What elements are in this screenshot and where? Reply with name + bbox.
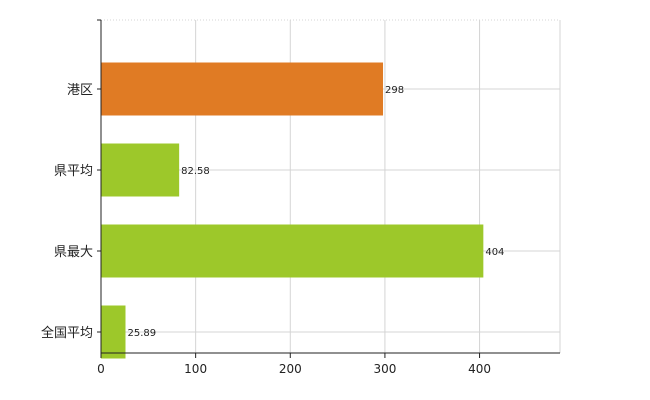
category-label-0: 港区 xyxy=(67,83,93,98)
x-tick-label-0: 0 xyxy=(97,362,105,376)
data-label-1: 82.58 xyxy=(181,166,210,177)
bars xyxy=(101,62,484,359)
x-tick-label-300: 300 xyxy=(373,362,396,376)
x-tick-label-200: 200 xyxy=(279,362,302,376)
bar-0 xyxy=(101,62,384,116)
data-label-2: 404 xyxy=(485,247,504,258)
category-label-3: 全国平均 xyxy=(41,325,93,341)
data-label-3: 25.89 xyxy=(128,328,157,339)
data-label-0: 298 xyxy=(385,85,404,96)
bar-3 xyxy=(101,305,126,359)
x-tick-label-100: 100 xyxy=(184,362,207,376)
axes xyxy=(97,19,560,358)
bar-2 xyxy=(101,224,484,278)
category-label-2: 県最大 xyxy=(54,245,93,260)
bar-1 xyxy=(101,143,180,197)
x-tick-label-400: 400 xyxy=(468,362,491,376)
category-label-1: 県平均 xyxy=(54,164,93,179)
